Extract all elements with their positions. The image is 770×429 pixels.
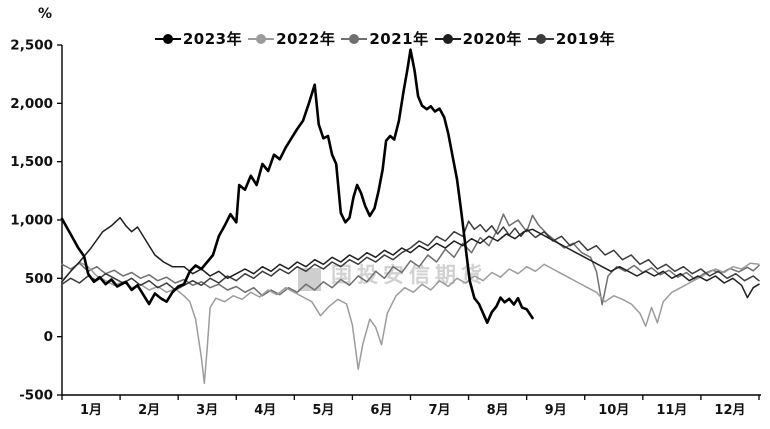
legend-marker-icon <box>154 33 181 44</box>
legend-marker-icon <box>341 33 368 44</box>
chart-legend: 2023年 2022年 2021年 2020年 2019年 <box>0 28 770 49</box>
x-axis-tick-label: 7月 <box>429 403 451 418</box>
series-line-2023年 <box>60 48 534 325</box>
x-axis-tick-label: 6月 <box>370 403 392 418</box>
legend-marker-icon <box>434 33 461 44</box>
series-line-2019年 <box>61 220 760 291</box>
legend-label: 2022年 <box>276 30 336 48</box>
legend-item-2020年: 2020年 <box>434 28 522 49</box>
x-axis-tick-label: 4月 <box>254 403 276 418</box>
y-axis-tick-label: 1,000 <box>10 213 53 229</box>
x-axis-tick-label: 9月 <box>545 403 567 418</box>
legend-item-2019年: 2019年 <box>527 28 616 49</box>
y-axis-tick-label: -500 <box>19 388 53 404</box>
x-axis-tick-label: 2月 <box>138 403 160 418</box>
legend-label: 2020年 <box>462 30 522 48</box>
legend-item-2021年: 2021年 <box>341 28 428 49</box>
x-axis-tick-label: 5月 <box>312 403 334 418</box>
x-axis-tick-label: 1月 <box>80 403 102 418</box>
legend-item-2023年: 2023年 <box>154 28 243 49</box>
y-axis-unit-label: % <box>38 6 53 22</box>
legend-item-2022年: 2022年 <box>248 28 335 49</box>
legend-label: 2023年 <box>182 30 243 48</box>
x-axis-tick-label: 11月 <box>656 403 687 418</box>
x-axis-tick-label: 8月 <box>487 403 509 418</box>
x-axis-tick-label: 12月 <box>714 403 745 418</box>
legend-marker-icon <box>527 33 554 44</box>
legend-label: 2019年 <box>555 30 616 48</box>
y-axis-tick-label: 0 <box>44 329 53 345</box>
series-line-2020年 <box>61 216 760 299</box>
series-line-2022年 <box>61 261 760 385</box>
legend-label: 2021年 <box>369 30 429 48</box>
y-axis-tick-label: 2,000 <box>10 96 53 112</box>
y-axis-tick-label: 2,500 <box>10 38 53 54</box>
x-axis-tick-label: 10月 <box>598 403 629 418</box>
legend-marker-icon <box>248 33 275 44</box>
y-axis-tick-label: 1,500 <box>10 154 53 170</box>
y-axis-tick-label: 500 <box>25 271 53 287</box>
x-axis-tick-label: 3月 <box>196 403 218 418</box>
